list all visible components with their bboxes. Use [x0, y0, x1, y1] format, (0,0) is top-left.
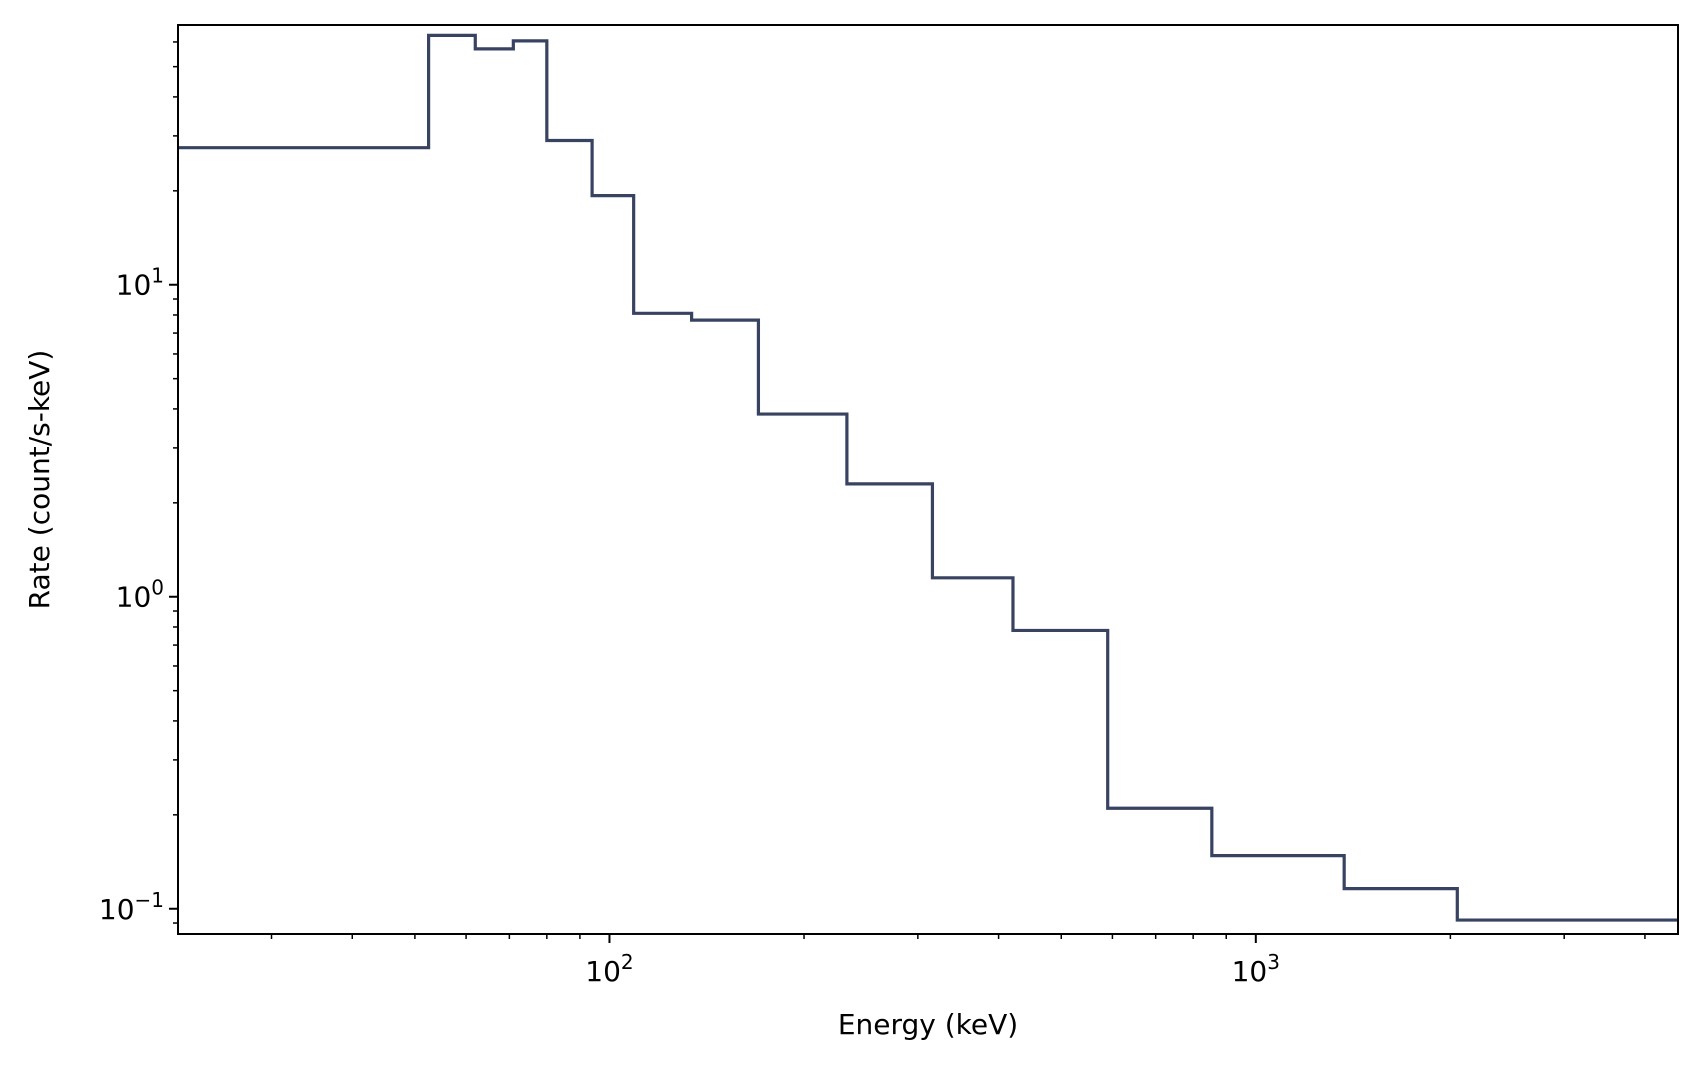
y-tick-label: 100	[116, 576, 164, 614]
series-layer	[178, 33, 1678, 922]
series-step-line	[178, 33, 1678, 922]
plot-frame	[177, 24, 1679, 935]
major-ticks: 102 103 101 100 10−1	[99, 264, 1280, 988]
x-axis-label: Energy (keV)	[838, 1008, 1018, 1041]
y-tick-label: 10−1	[99, 888, 164, 926]
x-tick-label: 103	[1232, 950, 1280, 988]
x-tick-label: 102	[585, 950, 633, 988]
y-tick-label: 101	[116, 264, 164, 302]
minor-ticks	[173, 41, 1646, 939]
y-axis-label: Rate (count/s-keV)	[23, 350, 56, 610]
